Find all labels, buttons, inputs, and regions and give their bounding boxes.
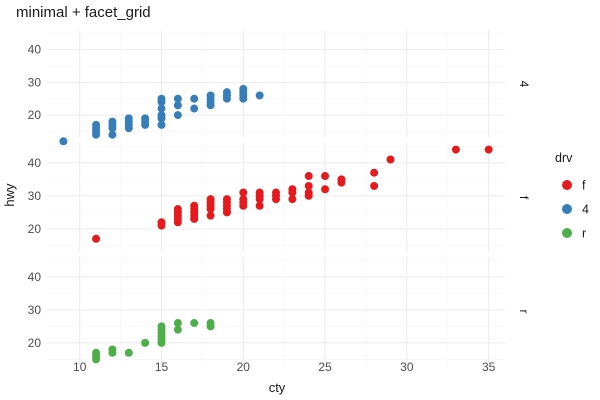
legend-key-f [562,180,572,190]
legend-key-r [562,228,572,238]
data-point-f [304,188,313,197]
facet-panel-4: 20 30 40 4 [28,30,531,146]
y-tick-label: 20 [28,108,42,122]
data-point-f [157,218,166,227]
facet-panel-f: 20 30 40 f [28,143,531,252]
facet-panels: 20 30 40 4 20 30 40 f 20 30 40 r [28,30,531,366]
y-tick-label: 20 [28,336,42,350]
data-point-f [321,172,330,181]
data-point-f [288,185,297,194]
x-tick-label: 15 [155,360,169,374]
data-point-f [206,195,215,204]
data-point-4 [206,91,215,100]
data-point-f [190,201,199,210]
data-point-4 [157,104,166,113]
data-point-f [337,175,346,184]
data-point-4 [141,114,150,123]
data-point-f [451,145,460,154]
data-point-f [239,188,248,197]
data-point-f [370,181,379,190]
data-point-r [206,319,215,328]
data-point-f [255,188,264,197]
data-point-r [173,319,182,328]
data-point-r [157,322,166,331]
x-tick-label: 30 [400,360,414,374]
data-point-4 [157,120,166,129]
data-point-4 [92,120,101,129]
chart-title: minimal + facet_grid [16,4,151,21]
facet-panel-r: 20 30 40 r [28,257,531,366]
data-point-r [108,345,117,354]
data-point-4 [173,101,182,110]
data-point-r [92,348,101,357]
data-point-4 [190,104,199,113]
y-tick-label: 30 [28,75,42,89]
data-point-r [190,319,199,328]
data-point-f [288,195,297,204]
facet-strip-label: 4 [517,81,531,88]
data-point-f [304,172,313,181]
data-point-r [124,348,133,357]
data-point-r [173,325,182,334]
data-point-f [92,234,101,243]
facet-strip-label: r [517,310,531,314]
data-point-4 [108,130,117,139]
legend-label: 4 [582,203,589,217]
x-axis-title: cty [269,380,286,395]
y-axis-title: hwy [2,183,17,207]
data-point-f [304,181,313,190]
data-point-4 [157,94,166,103]
data-point-4 [124,114,133,123]
y-tick-label: 30 [28,303,42,317]
legend: drv f 4 r [555,151,589,241]
data-point-r [141,338,150,347]
legend-label: r [582,227,586,241]
x-tick-label: 35 [482,360,496,374]
y-tick-label: 40 [28,43,42,57]
data-point-4 [255,91,264,100]
x-tick-label: 10 [73,360,87,374]
data-point-4 [173,111,182,120]
data-point-4 [239,84,248,93]
data-point-f [272,188,280,197]
legend-label: f [582,179,586,193]
data-point-4 [59,137,68,146]
legend-title: drv [555,151,573,165]
data-point-4 [190,94,199,103]
data-point-4 [173,94,182,103]
data-point-4 [108,117,117,126]
facet-strip-label: f [517,196,531,200]
y-tick-label: 20 [28,222,42,236]
data-point-f [173,205,182,214]
legend-key-4 [562,204,572,214]
data-point-f [386,155,395,164]
data-point-f [255,201,264,210]
data-point-4 [222,88,231,97]
data-point-f [239,195,248,204]
y-tick-label: 40 [28,156,42,170]
data-point-f [206,211,215,220]
x-tick-label: 20 [237,360,251,374]
data-point-f [370,168,379,177]
x-axis: 10 15 20 25 30 35 [73,360,496,374]
x-tick-label: 25 [318,360,332,374]
y-tick-label: 40 [28,270,42,284]
data-point-f [484,145,493,154]
data-point-f [222,195,231,204]
data-point-4 [157,111,166,120]
y-tick-label: 30 [28,189,42,203]
data-point-f [321,185,330,194]
